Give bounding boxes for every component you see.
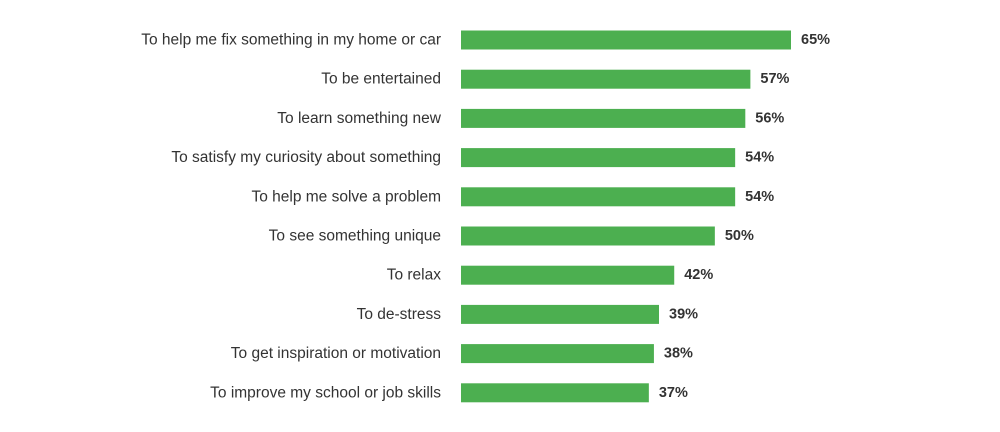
value-label: 54% xyxy=(745,150,774,166)
bar xyxy=(461,304,659,324)
category-label: To help me solve a problem xyxy=(251,188,441,205)
bar xyxy=(461,30,791,50)
category-label: To relax xyxy=(387,267,442,284)
bar xyxy=(461,344,654,364)
category-labels: To help me fix something in my home or c… xyxy=(141,32,442,402)
category-label: To learn something new xyxy=(277,110,442,127)
category-label: To be entertained xyxy=(321,71,441,88)
value-label: 50% xyxy=(725,228,754,244)
value-label: 37% xyxy=(659,385,688,401)
value-label: 38% xyxy=(664,346,693,362)
category-label: To de-stress xyxy=(357,306,442,323)
value-label: 54% xyxy=(745,189,774,205)
category-label: To get inspiration or motivation xyxy=(231,345,441,362)
value-label: 65% xyxy=(801,32,830,48)
bar xyxy=(461,226,715,246)
value-label: 57% xyxy=(760,71,789,87)
category-label: To help me fix something in my home or c… xyxy=(141,32,441,49)
bar xyxy=(461,265,675,285)
bar xyxy=(461,69,751,89)
value-label: 56% xyxy=(755,110,784,126)
value-labels: 65% 57% 56% 54% 54% 50% 42% 39% 38% 37% xyxy=(659,32,830,401)
category-label: To satisfy my curiosity about something xyxy=(171,149,441,166)
category-label: To improve my school or job skills xyxy=(210,384,441,401)
bar xyxy=(461,383,649,403)
bars xyxy=(461,30,791,403)
category-label: To see something unique xyxy=(269,228,441,245)
bar xyxy=(461,108,746,128)
value-label: 39% xyxy=(669,306,698,322)
bar xyxy=(461,148,736,168)
bar xyxy=(461,187,736,207)
value-label: 42% xyxy=(684,267,713,283)
